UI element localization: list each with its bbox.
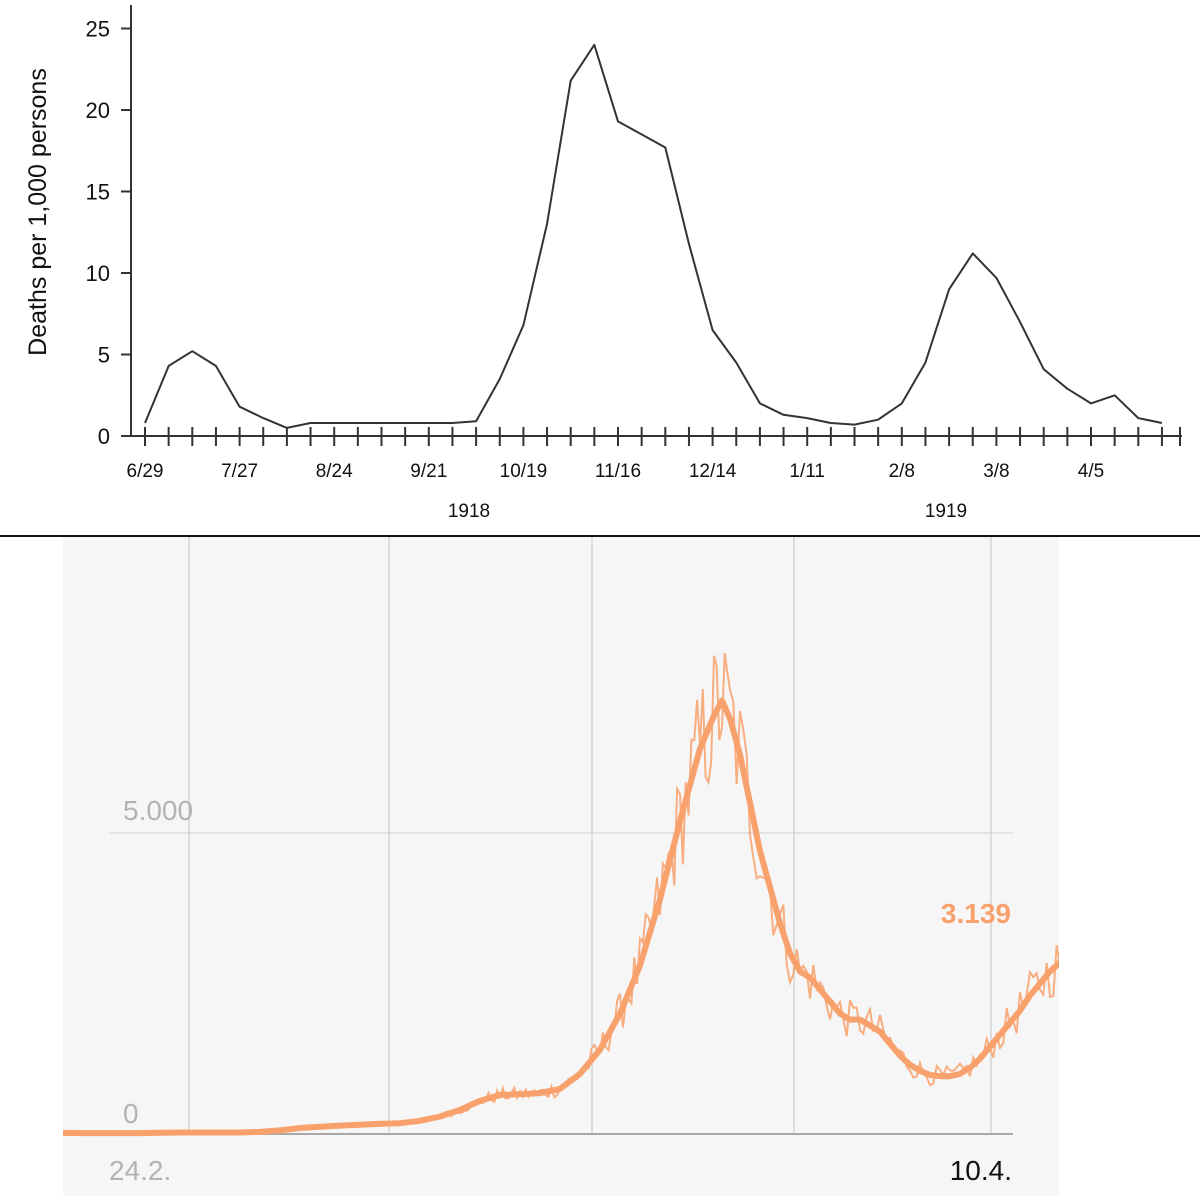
y-tick-label-5000: 5.000 xyxy=(123,795,193,826)
y-tick-label-5: 5 xyxy=(98,343,110,368)
year-label: 1918 xyxy=(448,501,490,522)
cases-series xyxy=(63,652,1059,1137)
y-axis-ticks: 0 5 10 15 20 25 xyxy=(86,17,131,449)
y-axis-title: Deaths per 1,000 persons xyxy=(24,68,52,356)
y-tick-label-0: 0 xyxy=(123,1098,139,1129)
covid-cases-chart: 0 5.000 24.2. 10.4. 3.139 xyxy=(63,537,1059,1186)
x-tick-label: 11/16 xyxy=(595,461,641,482)
x-tick-label: 2/8 xyxy=(889,461,915,482)
x-start-label: 24.2. xyxy=(109,1155,171,1186)
chart-divider xyxy=(0,535,1200,537)
x-tick-label: 4/5 xyxy=(1078,461,1104,482)
x-tick-label: 1/11 xyxy=(789,461,825,482)
y-tick-label-25: 25 xyxy=(86,17,110,42)
year-label: 1919 xyxy=(925,501,967,522)
x-tick-label: 12/14 xyxy=(689,461,737,482)
chart-grid xyxy=(109,537,1013,1135)
y-tick-label-15: 15 xyxy=(86,180,110,205)
x-end-label: 10.4. xyxy=(950,1155,1012,1186)
y-tick-label-20: 20 xyxy=(86,98,110,123)
x-tick-label: 7/27 xyxy=(221,461,258,482)
year-labels: 1918 1919 xyxy=(448,501,967,522)
covid-cases-panel: 0 5.000 24.2. 10.4. 3.139 xyxy=(63,537,1059,1196)
x-tick-label: 8/24 xyxy=(316,461,353,482)
x-tick-label: 10/19 xyxy=(500,461,548,482)
x-tick-label: 3/8 xyxy=(983,461,1009,482)
x-tick-label: 6/29 xyxy=(127,461,164,482)
smoothed-cases-line xyxy=(63,697,1059,1137)
mortality-series-line xyxy=(144,43,1163,429)
mortality-1918-chart: 0 5 10 15 20 25 6/29 7/27 8/24 9/21 10/19 11/16 12/… xyxy=(24,5,1182,522)
y-tick-label-10: 10 xyxy=(86,261,110,286)
last-value-label: 3.139 xyxy=(941,898,1011,929)
y-tick-label-0: 0 xyxy=(98,424,110,449)
x-tick-label: 9/21 xyxy=(410,461,447,482)
